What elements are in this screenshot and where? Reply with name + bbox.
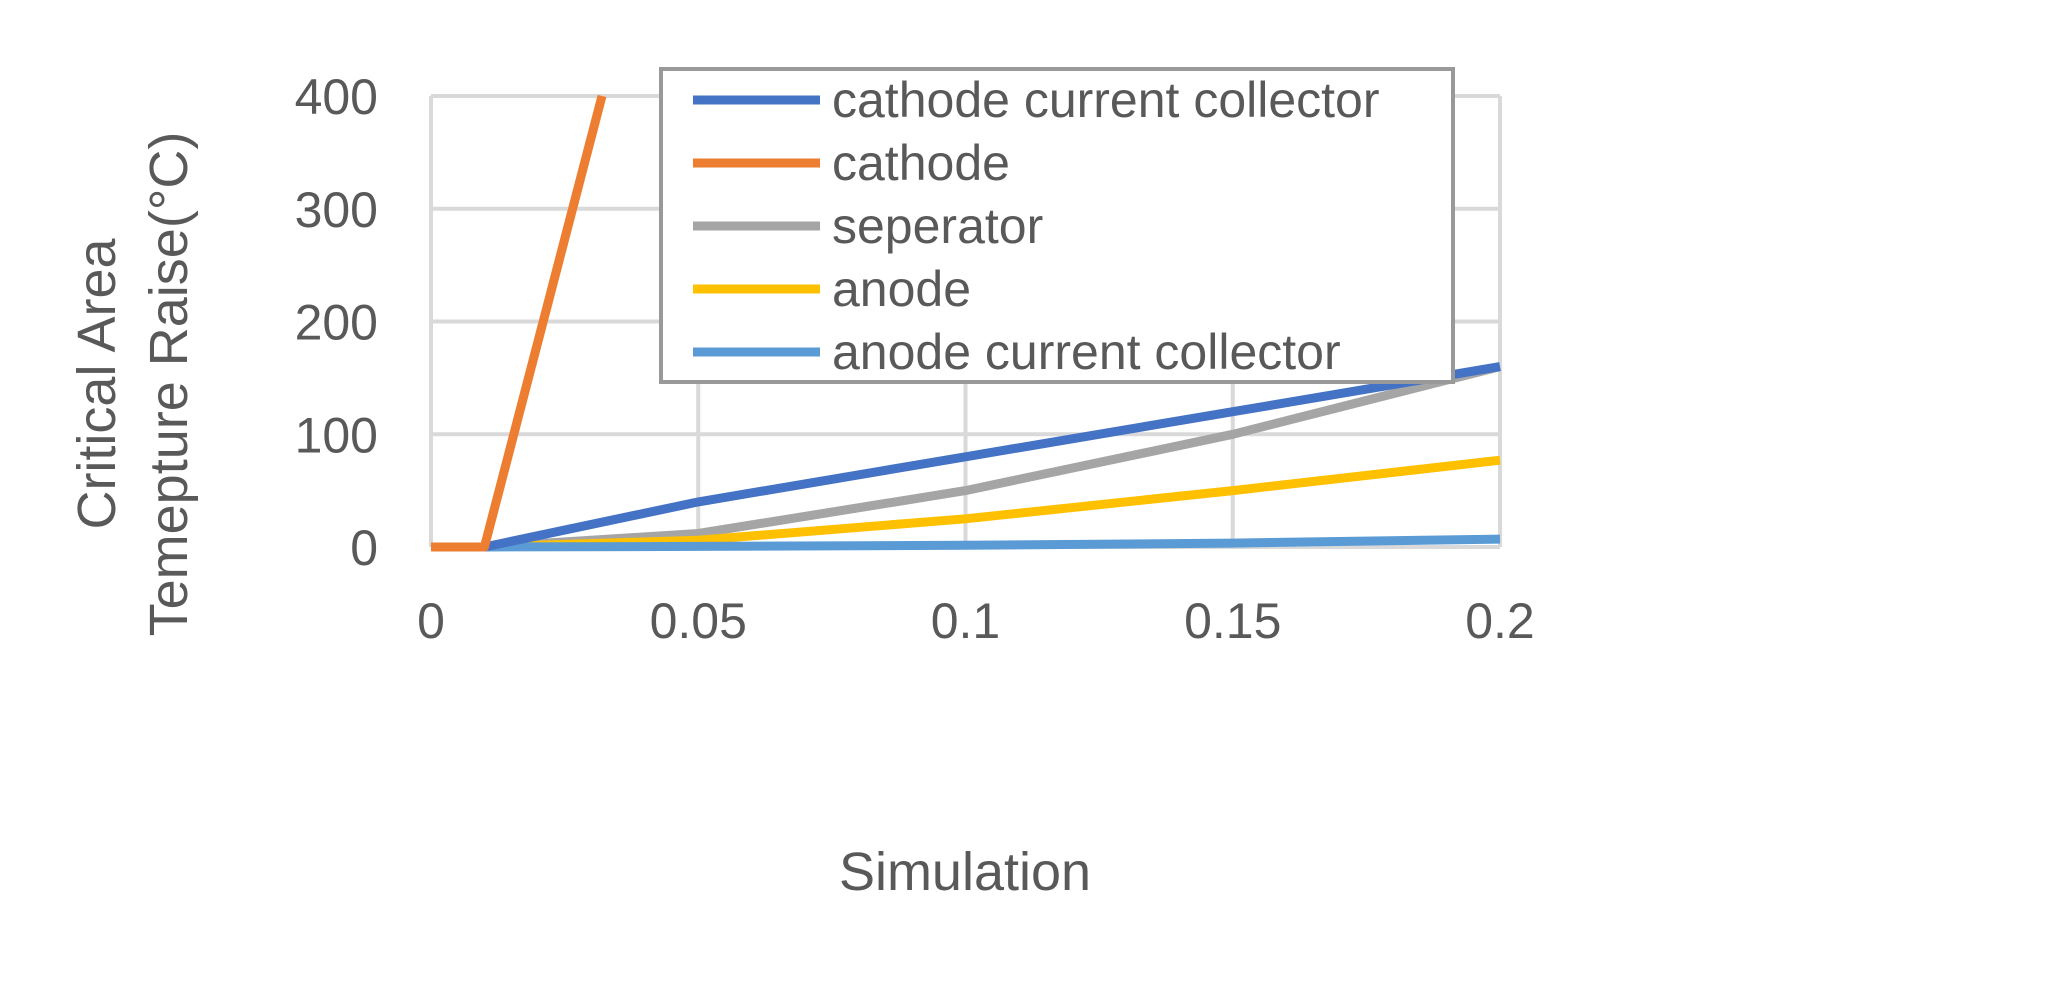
legend-label: anode current collector bbox=[832, 324, 1341, 380]
legend-label: cathode bbox=[832, 135, 1010, 191]
x-tick-label: 0.15 bbox=[1184, 593, 1281, 649]
series-lines bbox=[431, 94, 1502, 552]
y-tick-label: 200 bbox=[295, 295, 378, 351]
x-tick-label: 0.1 bbox=[931, 593, 1001, 649]
x-tick-label: 0.05 bbox=[650, 593, 747, 649]
series-line bbox=[431, 94, 607, 552]
y-tick-label: 0 bbox=[350, 520, 378, 576]
x-axis-label: Simulation bbox=[839, 842, 1091, 902]
y-axis-label-line1: Critical Area bbox=[67, 237, 127, 529]
legend: cathode current collector cathode seperato… bbox=[659, 67, 1455, 384]
y-axis-label-line2: Temepture Raise(°C) bbox=[139, 132, 199, 637]
x-axis-ticks: 0 0.05 0.1 0.15 0.2 bbox=[417, 593, 1535, 649]
y-tick-label: 100 bbox=[295, 407, 378, 463]
legend-label: cathode current collector bbox=[832, 72, 1380, 128]
x-tick-label: 0.2 bbox=[1465, 593, 1535, 649]
legend-label: seperator bbox=[832, 198, 1043, 254]
legend-items: cathode current collector cathode seperato… bbox=[693, 72, 1380, 380]
y-tick-label: 400 bbox=[295, 69, 378, 125]
legend-label: anode bbox=[832, 261, 971, 317]
y-axis-ticks: 0 100 200 300 400 bbox=[295, 69, 378, 576]
y-tick-label: 300 bbox=[295, 182, 378, 238]
x-tick-label: 0 bbox=[417, 593, 445, 649]
